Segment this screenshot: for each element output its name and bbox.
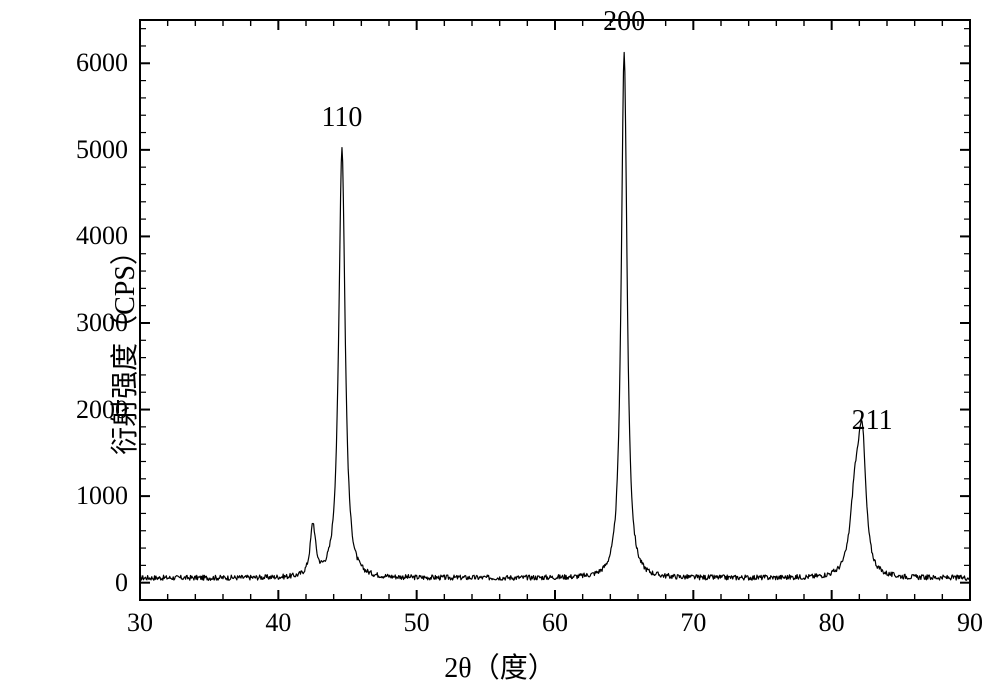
- x-axis-label: 2θ（度）: [0, 646, 1000, 686]
- x-tick-label: 40: [265, 608, 291, 638]
- peak-label: 211: [852, 405, 893, 437]
- y-tick-label: 4000: [58, 221, 128, 251]
- xrd-chart: 衍射强度（CPS） 2θ（度） 010002000300040005000600…: [0, 0, 1000, 692]
- x-tick-label: 70: [680, 608, 706, 638]
- peak-label: 110: [321, 102, 362, 134]
- x-tick-label: 60: [542, 608, 568, 638]
- y-tick-label: 0: [58, 568, 128, 598]
- x-tick-label: 90: [957, 608, 983, 638]
- x-tick-label: 30: [127, 608, 153, 638]
- y-tick-label: 6000: [58, 48, 128, 78]
- x-tick-label: 50: [404, 608, 430, 638]
- y-tick-label: 5000: [58, 135, 128, 165]
- y-tick-label: 1000: [58, 481, 128, 511]
- chart-svg: [0, 0, 1000, 692]
- y-tick-label: 2000: [58, 395, 128, 425]
- y-tick-label: 3000: [58, 308, 128, 338]
- x-tick-label: 80: [819, 608, 845, 638]
- peak-label: 200: [603, 6, 645, 38]
